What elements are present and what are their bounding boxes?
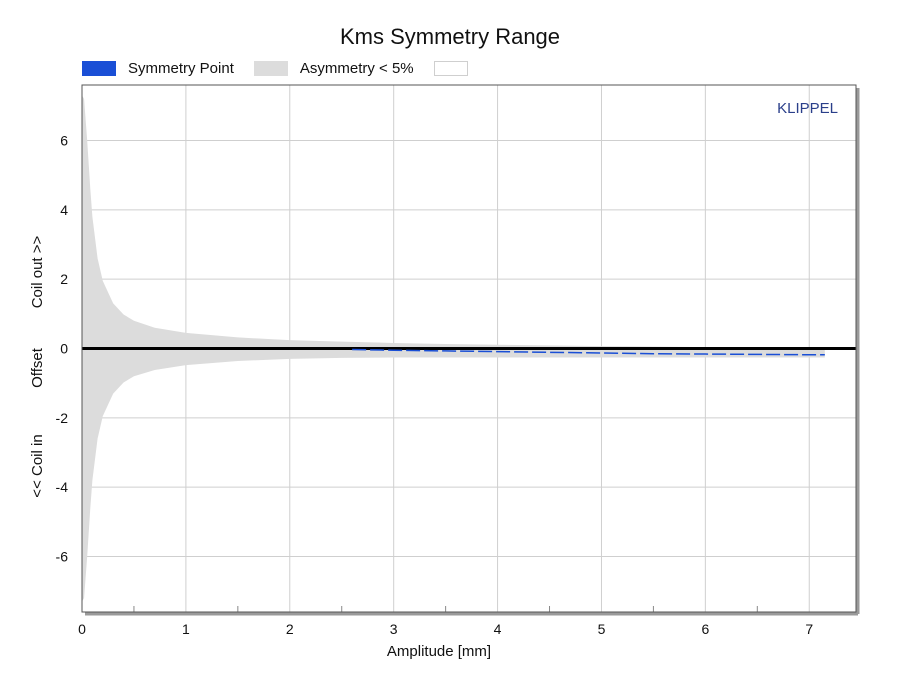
legend-item-symmetry-point: Symmetry Point [82, 60, 234, 77]
legend-swatch-empty [433, 60, 468, 76]
x-tick-label: 7 [805, 621, 813, 637]
y-tick-label: -4 [56, 479, 69, 495]
klippel-watermark: KLIPPEL [777, 100, 838, 117]
x-tick-label: 2 [286, 621, 294, 637]
legend-swatch-symmetry-point [82, 60, 116, 76]
y-tick-label: -6 [56, 549, 69, 565]
y-axis-label-coil-in: << Coil in [29, 434, 46, 497]
legend-item-asymmetry: Asymmetry < 5% [253, 59, 414, 77]
y-axis-label-offset: Offset [29, 347, 46, 388]
axis-labels: Amplitude [mm] << Coil in Offset Coil out >… [29, 100, 838, 660]
y-tick-label: 6 [60, 132, 68, 148]
legend: Symmetry Point Asymmetry < 5% [82, 59, 500, 77]
tick-labels: 0 1 2 3 4 5 6 7 -6 -4 -2 0 2 4 6 [56, 132, 814, 637]
legend-label-asymmetry: Asymmetry < 5% [299, 59, 414, 77]
symmetry-line-layer [82, 347, 856, 356]
y-tick-label: 4 [60, 202, 68, 218]
y-tick-label: -2 [56, 410, 69, 426]
symmetry-point-line [352, 348, 825, 356]
y-tick-label: 2 [60, 271, 68, 287]
legend-swatch-asymmetry [253, 60, 288, 76]
y-tick-label: 0 [60, 341, 68, 357]
chart-title: Kms Symmetry Range [339, 24, 561, 49]
x-tick-label: 1 [182, 621, 190, 637]
x-tick-label: 5 [598, 621, 606, 637]
x-tick-label: 3 [390, 621, 398, 637]
x-axis-label: Amplitude [mm] [387, 643, 491, 660]
x-tick-label: 0 [78, 621, 86, 637]
legend-label-symmetry-point: Symmetry Point [128, 59, 234, 77]
x-tick-label: 4 [494, 621, 502, 637]
y-axis-label-coil-out: Coil out >> [29, 235, 46, 308]
x-tick-label: 6 [701, 621, 709, 637]
plot-frame [81, 84, 857, 613]
legend-item-empty [433, 60, 480, 76]
frame [81, 84, 860, 616]
